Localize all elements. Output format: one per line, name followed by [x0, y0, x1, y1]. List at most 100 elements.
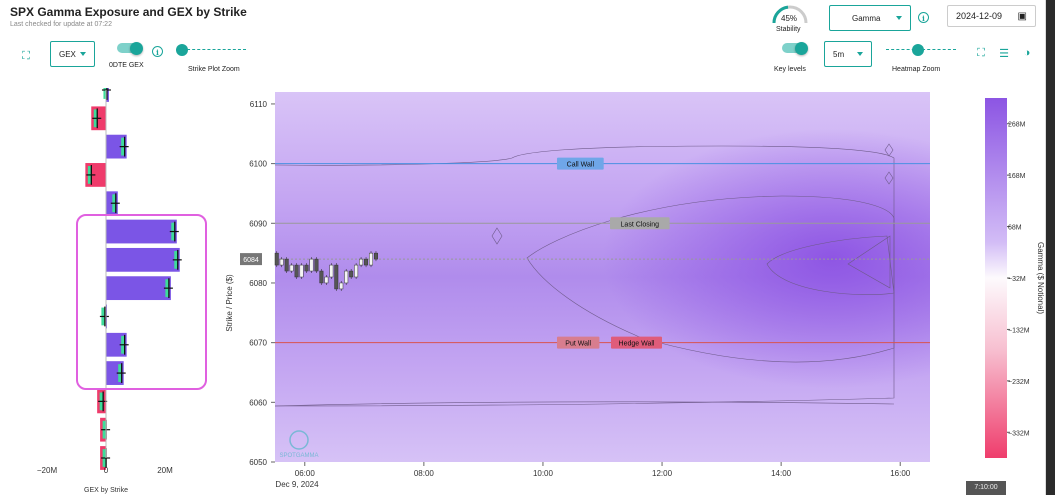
chevron-down-icon [896, 16, 902, 20]
mode-select[interactable]: GEX [50, 41, 95, 67]
info-icon[interactable]: i [918, 12, 929, 23]
candle [369, 252, 374, 266]
heatmap-zoom-slider[interactable] [886, 44, 962, 56]
stability-label: Stability [776, 26, 801, 33]
last-closing-label-bg [610, 217, 670, 230]
metric-select-value: Gamma [852, 13, 881, 23]
candlestick-series [274, 251, 378, 291]
x-tick-label: 08:00 [414, 469, 435, 478]
y-axis-ticks: 6110 6100 6090 6080 6070 6060 6050 [249, 100, 275, 467]
highlight-box [76, 214, 207, 390]
candle [294, 264, 299, 278]
info-icon[interactable]: i [152, 46, 163, 57]
x-axis-label: GEX by Strike [84, 487, 128, 494]
last-closing-label: Last Closing [621, 221, 660, 228]
gex-bar [106, 276, 171, 301]
mode-select-value: GEX [59, 49, 76, 59]
fullscreen-icon[interactable]: ⛶ [22, 50, 30, 62]
candle [344, 270, 349, 284]
watermark-text: SPOTGAMMA [279, 453, 318, 459]
gex-bars [85, 88, 182, 470]
contour-line [766, 235, 895, 295]
candle [354, 264, 359, 278]
colorbar-tick-label: 168M [1008, 173, 1026, 180]
price-marker: 6084 [243, 257, 259, 264]
candle [284, 258, 289, 272]
last-checked-text: Last checked for update at 07:22 [10, 21, 112, 28]
key-levels-label: Key levels [774, 66, 806, 73]
date-picker[interactable]: 2024-12-09 ▣ [947, 5, 1036, 27]
contour-line [274, 145, 895, 407]
time-badge: 7:10:00 [966, 481, 1006, 495]
heatmap-levels: Call Wall Last Closing Put Wall Hedge Wall 6… [240, 157, 930, 349]
interval-select[interactable]: 5m [824, 41, 872, 67]
contour-line [526, 195, 895, 363]
gamma-heatmap: Call Wall Last Closing Put Wall Hedge Wall 6… [225, 92, 930, 489]
contrast-icon[interactable]: ◑ [1023, 47, 1031, 59]
x-tick-label: 14:00 [771, 469, 792, 478]
date-value: 2024-12-09 [956, 11, 1003, 21]
page-title: SPX Gamma Exposure and GEX by Strike [10, 5, 247, 19]
y-tick-label: 6060 [249, 398, 267, 407]
gex-bar [106, 247, 180, 272]
slider-thumb[interactable] [912, 44, 924, 56]
put-wall-label: Put Wall [565, 341, 591, 348]
colorbar-tick-label: −332M [1008, 430, 1030, 437]
candle [274, 252, 279, 266]
candle [364, 258, 369, 266]
heatmap-hotspot [275, 92, 930, 462]
odte-gex-label: 0DTE GEX [109, 62, 144, 69]
y-tick-label: 6090 [249, 219, 267, 228]
put-wall-label-bg [557, 336, 600, 349]
colorbar-gradient [985, 98, 1007, 458]
key-levels-toggle[interactable] [782, 41, 808, 55]
colorbar-tick-label: 68M [1008, 225, 1022, 232]
candle [349, 270, 354, 278]
x-tick-label: 0 [104, 466, 109, 475]
x-tick-label: −20M [37, 466, 58, 475]
x-date-label: Dec 9, 2024 [275, 480, 319, 489]
chevron-down-icon [80, 52, 86, 56]
candle [319, 270, 324, 284]
y-tick-label: 6110 [250, 100, 268, 109]
x-tick-label: 12:00 [652, 469, 673, 478]
colorbar-tick-label: −232M [1008, 379, 1030, 386]
interval-select-value: 5m [833, 49, 845, 59]
stability-gauge [772, 5, 808, 24]
candle [329, 264, 334, 278]
toggle-knob [795, 41, 808, 55]
hedge-wall-label: Hedge Wall [619, 341, 655, 348]
colorbar-ticks: 268M 168M 68M −32M −132M −232M −332M [1007, 122, 1030, 437]
slider-track [182, 49, 246, 51]
colorbar-tick-label: −132M [1008, 327, 1030, 334]
calendar-icon[interactable]: ▣ [1017, 10, 1027, 22]
candle [324, 276, 329, 284]
colorbar-tick-label: 268M [1008, 122, 1026, 129]
x-tick-label: 06:00 [295, 469, 316, 478]
candle [334, 264, 339, 290]
fullscreen-icon[interactable]: ⛶ [977, 47, 985, 59]
colorbar-tick-label: −32M [1008, 276, 1026, 283]
settings-sliders-icon[interactable]: ☰ [999, 48, 1009, 60]
candle [299, 264, 304, 278]
metric-select[interactable]: Gamma [829, 5, 911, 31]
candle [359, 258, 364, 266]
slider-thumb[interactable] [176, 44, 188, 56]
x-tick-label: 10:00 [533, 469, 554, 478]
odte-gex-toggle[interactable] [117, 41, 143, 55]
contour-line [847, 235, 891, 289]
heatmap-zoom-label: Heatmap Zoom [892, 66, 941, 73]
strike-plot-zoom-slider[interactable] [176, 44, 252, 56]
call-wall-label: Call Wall [567, 162, 595, 169]
x-axis-ticks: 06:00 08:00 10:00 12:00 14:00 16:00 [295, 462, 911, 478]
chevron-down-icon [857, 52, 863, 56]
y-tick-label: 6100 [249, 160, 267, 169]
spotgamma-logo-icon [289, 430, 309, 450]
y-tick-label: 6080 [249, 279, 267, 288]
stability-value: 45% [781, 14, 798, 23]
candle [339, 282, 344, 290]
candle [309, 258, 314, 272]
price-marker-bg [240, 253, 262, 266]
contour-line [491, 143, 894, 245]
